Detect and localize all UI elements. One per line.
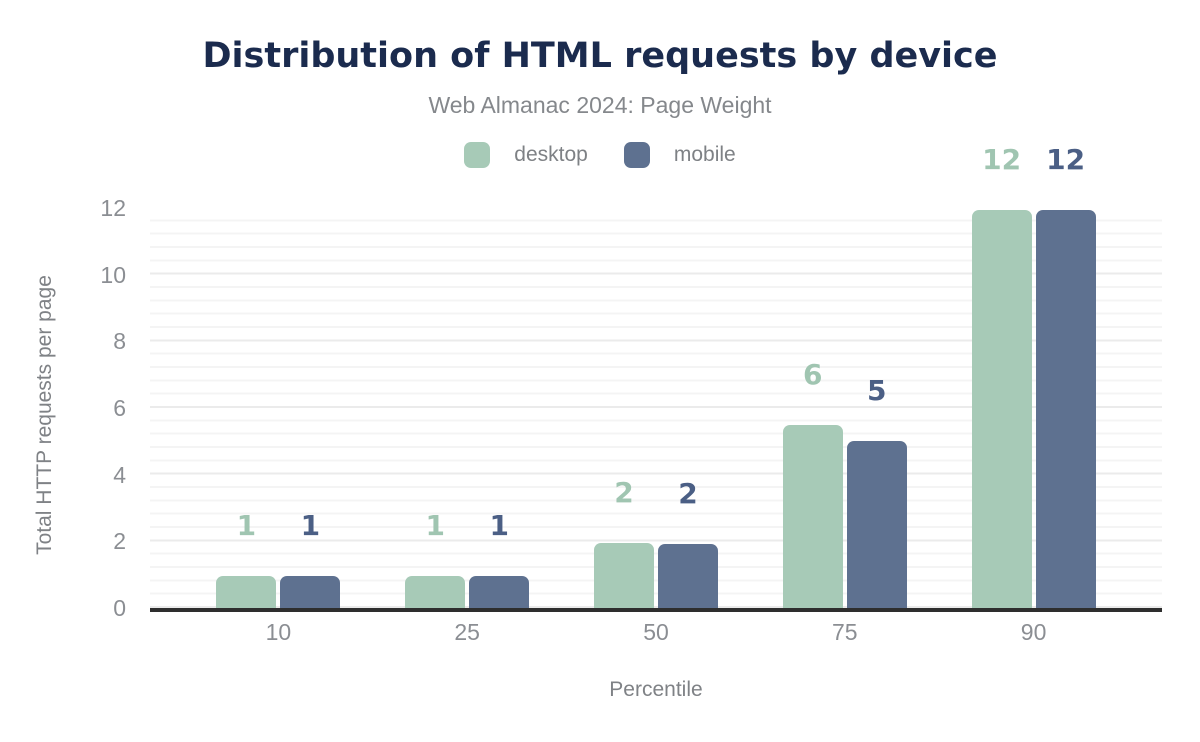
bar-wrap-desktop-p90: 12 — [971, 142, 1032, 608]
y-axis-ticks: 0 2 4 6 8 10 12 — [0, 195, 138, 621]
x-axis-ticks: 10 25 50 75 90 — [150, 619, 1162, 646]
bar-value-label-desktop-p90: 12 — [982, 142, 1022, 176]
bar-mobile-p50[interactable] — [657, 543, 718, 608]
bar-desktop-p25[interactable] — [405, 576, 466, 608]
x-tick-label-50: 50 — [643, 619, 669, 645]
bar-value-label-mobile-p25: 1 — [489, 509, 509, 543]
bar-wrap-mobile-p50: 2 — [657, 476, 718, 608]
bar-wrap-desktop-p50: 2 — [593, 476, 654, 608]
bar-value-label-mobile-p90: 12 — [1046, 143, 1086, 177]
y-tick-label-4: 4 — [113, 461, 126, 488]
bar-mobile-p10[interactable] — [280, 576, 341, 608]
bar-wrap-mobile-p90: 12 — [1035, 143, 1096, 608]
bar-desktop-p75[interactable] — [782, 424, 843, 608]
bar-desktop-p10[interactable] — [216, 576, 277, 608]
legend-item-mobile[interactable]: mobile — [623, 142, 736, 168]
x-axis-title: Percentile — [609, 678, 703, 701]
y-tick-label-12: 12 — [100, 195, 126, 221]
x-tick-label-25: 25 — [454, 619, 480, 645]
bar-desktop-p50[interactable] — [593, 543, 654, 608]
bar-wrap-mobile-p25: 1 — [469, 509, 530, 608]
bar-wrap-mobile-p75: 5 — [846, 373, 907, 608]
bar-value-label-desktop-p75: 6 — [803, 357, 823, 391]
legend-item-desktop[interactable]: desktop — [464, 142, 588, 168]
bar-desktop-p90[interactable] — [971, 209, 1032, 608]
bar-value-label-desktop-p50: 2 — [614, 476, 634, 509]
y-tick-label-10: 10 — [100, 261, 126, 288]
bar-value-label-mobile-p75: 5 — [867, 373, 887, 407]
legend-swatch-mobile — [623, 142, 650, 168]
bar-wrap-desktop-p10: 1 — [216, 509, 277, 608]
plot-area: 1 1 1 1 2 2 6 5 12 12 — [150, 144, 1162, 612]
bar-group-p90: 12 12 — [939, 142, 1128, 608]
bar-value-label-desktop-p25: 1 — [425, 509, 445, 543]
y-tick-label-2: 2 — [113, 528, 126, 555]
legend-label-mobile: mobile — [673, 143, 736, 166]
x-tick-label-90: 90 — [1020, 619, 1047, 645]
bar-value-label-mobile-p10: 1 — [300, 509, 321, 543]
y-tick-label-0: 0 — [113, 595, 126, 621]
y-tick-label-6: 6 — [113, 395, 126, 421]
chart-title: Distribution of HTML requests by device — [202, 36, 998, 76]
bar-mobile-p90[interactable] — [1035, 210, 1096, 608]
bar-wrap-mobile-p10: 1 — [280, 509, 341, 608]
x-tick-label-75: 75 — [831, 619, 858, 645]
bar-wrap-desktop-p25: 1 — [405, 509, 466, 608]
legend-swatch-desktop — [464, 142, 491, 168]
bar-value-label-desktop-p10: 1 — [236, 509, 257, 543]
bar-wrap-desktop-p75: 6 — [782, 357, 843, 608]
bar-mobile-p25[interactable] — [469, 576, 530, 608]
x-tick-label-10: 10 — [265, 619, 292, 645]
legend-label-desktop: desktop — [514, 143, 588, 166]
legend: desktop mobile — [0, 142, 1200, 168]
y-tick-label-8: 8 — [113, 328, 126, 355]
bar-value-label-mobile-p50: 2 — [678, 476, 698, 510]
bar-mobile-p75[interactable] — [846, 440, 907, 608]
chart-subtitle: Web Almanac 2024: Page Weight — [428, 92, 772, 118]
